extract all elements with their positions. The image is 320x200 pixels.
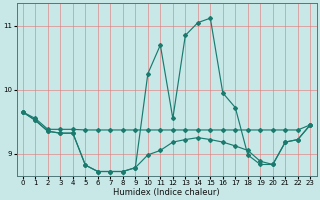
X-axis label: Humidex (Indice chaleur): Humidex (Indice chaleur) [113, 188, 220, 197]
